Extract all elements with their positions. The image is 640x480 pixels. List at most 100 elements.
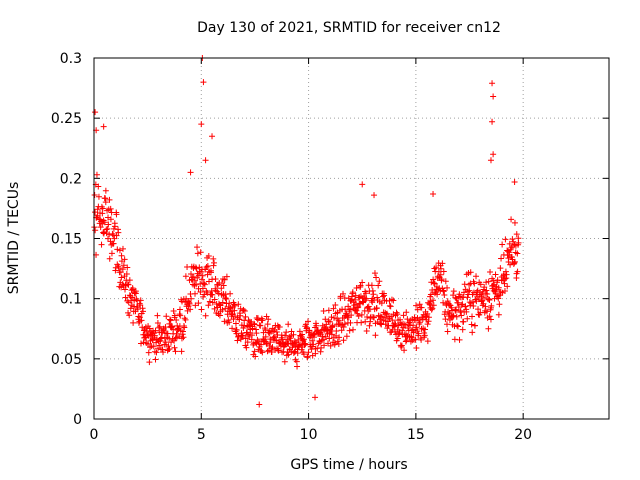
data-point [450,312,457,319]
data-point [341,321,348,328]
data-point [400,312,407,319]
data-point [511,258,518,265]
data-point [234,337,241,344]
data-point [338,327,345,334]
data-point [181,315,188,322]
data-point [288,328,295,335]
data-point [138,340,145,347]
data-point [273,329,280,336]
data-point [410,329,417,336]
data-point [181,324,188,331]
data-point [99,205,106,212]
data-point [235,301,242,308]
data-point [458,301,465,308]
data-point [126,277,133,284]
data-point [430,190,437,197]
data-point [229,325,236,332]
data-point [216,301,223,308]
data-point [206,298,213,305]
data-point [495,311,502,318]
data-point [430,276,437,283]
data-point [486,313,493,320]
data-point [201,291,208,298]
data-point [453,306,460,313]
data-point [264,321,271,328]
data-point [442,316,449,323]
data-point [357,282,364,289]
x-tick-label: 10 [300,427,318,443]
data-point [275,347,282,354]
data-point [104,225,111,232]
data-point [434,291,441,298]
data-point [259,317,266,324]
data-point [401,347,408,354]
data-point [265,329,272,336]
data-point [464,294,471,301]
data-point [411,314,418,321]
data-point [187,169,194,176]
x-tick-label: 15 [407,427,425,443]
data-point [192,290,199,297]
data-point [221,318,228,325]
data-point [109,230,116,237]
data-point [171,344,178,351]
data-point [182,316,189,323]
data-point [454,322,461,329]
data-point [326,318,333,325]
data-point [359,279,366,286]
x-tick-label: 0 [90,427,99,443]
data-point [266,330,273,337]
data-point [281,358,288,365]
data-point [179,328,186,335]
data-point [170,326,177,333]
data-point [222,305,229,312]
data-point [514,268,521,275]
data-point [499,241,506,248]
data-point [116,247,123,254]
data-point [186,300,193,307]
data-point [426,301,433,308]
data-point [103,230,110,237]
data-point [444,284,451,291]
data-point [492,287,499,294]
data-point [219,299,226,306]
data-point [200,79,207,86]
data-point [455,299,462,306]
data-point [159,346,166,353]
data-point [413,324,420,331]
data-point [120,262,127,269]
data-point [371,192,378,199]
data-point [154,319,161,326]
data-point [509,236,516,243]
data-point [249,325,256,332]
data-point [134,306,141,313]
data-point [111,223,118,230]
data-point [490,282,497,289]
data-point [256,322,263,329]
data-point [326,335,333,342]
data-point [340,290,347,297]
data-point [484,291,491,298]
data-point [392,321,399,328]
data-point [146,325,153,332]
data-point [418,336,425,343]
data-point [97,224,104,231]
data-point [210,255,217,262]
data-point [485,325,492,332]
data-point [105,221,112,228]
data-point [398,342,405,349]
data-point [205,302,212,309]
data-point [236,316,243,323]
data-point [413,302,420,309]
data-point [198,121,205,128]
data-point [484,296,491,303]
data-point [219,306,226,313]
data-point [197,289,204,296]
data-point [221,276,228,283]
data-point [209,299,216,306]
data-point [340,324,347,331]
data-point [110,240,117,247]
data-point [223,273,230,280]
data-point [490,151,497,158]
data-point [373,274,380,281]
